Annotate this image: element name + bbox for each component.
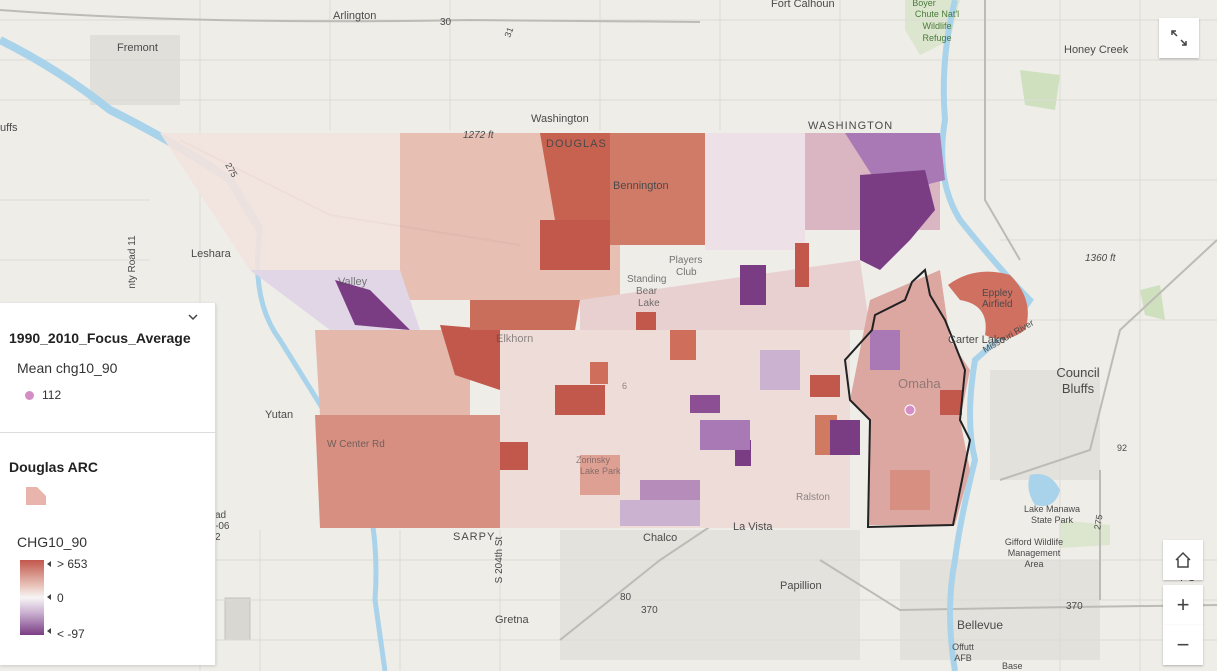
- label-route-30: 30: [440, 17, 452, 28]
- expand-button[interactable]: [1159, 18, 1199, 58]
- label-manawa-2: State Park: [1031, 515, 1074, 525]
- ramp-tick-mid: [47, 594, 51, 600]
- zoom-out-label: −: [1176, 632, 1190, 657]
- label-bennington: Bennington: [613, 180, 669, 192]
- legend-layer1-field: Mean chg10_90: [17, 360, 118, 376]
- label-leshara: Leshara: [191, 248, 232, 260]
- label-manawa-1: Lake Manawa: [1024, 504, 1080, 514]
- label-zorinsky-2: Lake Park: [580, 466, 621, 476]
- home-icon: [1175, 551, 1191, 568]
- label-players-1: Players: [669, 255, 702, 266]
- label-council-1: Council: [1056, 365, 1099, 380]
- label-omaha: Omaha: [898, 376, 941, 391]
- label-honey-creek: Honey Creek: [1064, 44, 1129, 56]
- label-gifford-1: Gifford Wildlife: [1005, 537, 1063, 547]
- label-w-center-rd: W Center Rd: [327, 439, 385, 450]
- point-symbol-icon: [25, 391, 34, 400]
- label-elev-1272: 1272 ft: [463, 130, 495, 141]
- label-gifford-2: Management: [1008, 548, 1061, 558]
- label-route-80: 80: [620, 592, 632, 603]
- legend-divider: [0, 432, 215, 433]
- label-standing-1: Standing: [627, 274, 666, 285]
- chevron-down-icon[interactable]: [187, 311, 201, 325]
- home-button[interactable]: [1163, 540, 1203, 580]
- label-route-6: 6: [622, 381, 627, 391]
- label-sarpy: SARPY: [453, 531, 495, 543]
- legend-panel: 1990_2010_Focus_Average Mean chg10_90 11…: [0, 303, 216, 665]
- label-route-370b: 370: [1066, 601, 1083, 612]
- legend-layer2-title: Douglas ARC: [9, 459, 98, 475]
- label-route-370a: 370: [641, 605, 658, 616]
- label-fort-calhoun: Fort Calhoun: [771, 0, 835, 10]
- label-ad-2: -06: [215, 521, 230, 532]
- label-eppley-2: Airfield: [982, 299, 1013, 310]
- color-ramp: [20, 560, 44, 635]
- ramp-label-high: > 653: [57, 557, 88, 571]
- label-council-2: Bluffs: [1062, 381, 1095, 396]
- label-valley: Valley: [338, 276, 368, 288]
- label-gretna: Gretna: [495, 614, 530, 626]
- ramp-tick-low: [47, 628, 51, 634]
- label-route-275b: 275: [1092, 514, 1104, 531]
- label-eppley-1: Eppley: [982, 288, 1013, 299]
- label-washington-county: WASHINGTON: [808, 120, 893, 132]
- label-zorinsky-1: Zorinsky: [576, 455, 611, 465]
- label-elev-1360: 1360 ft: [1085, 253, 1117, 264]
- label-papillion: Papillion: [780, 580, 822, 592]
- zoom-in-label: +: [1176, 592, 1190, 617]
- label-ralston: Ralston: [796, 492, 830, 503]
- zoom-out-button[interactable]: −: [1163, 625, 1203, 665]
- label-standing-2: Bear: [636, 286, 658, 297]
- label-elkhorn: Elkhorn: [496, 333, 533, 345]
- label-route-31: 31: [502, 26, 515, 39]
- polygon-swatch-icon: [26, 487, 46, 505]
- label-boyer-4: Refuge: [922, 33, 951, 43]
- label-fremont: Fremont: [117, 42, 158, 54]
- legend-layer1-title: 1990_2010_Focus_Average: [9, 330, 191, 346]
- label-standing-3: Lake: [638, 298, 660, 309]
- label-ad-3: 2: [215, 532, 221, 543]
- ramp-tick-high: [47, 561, 51, 567]
- label-la-vista: La Vista: [733, 521, 773, 533]
- label-douglas-county: DOUGLAS: [546, 138, 607, 150]
- label-boyer-3: Wildlife: [922, 21, 951, 31]
- label-base: Base: [1002, 661, 1023, 671]
- label-carter-lake: Carter Lake: [948, 334, 1005, 346]
- label-s204th: S 204th St: [494, 536, 505, 583]
- label-offutt-2: AFB: [954, 653, 972, 663]
- label-boyer-2: Chute Nat'l: [915, 9, 959, 19]
- label-chalco: Chalco: [643, 532, 677, 544]
- label-route-92: 92: [1117, 443, 1127, 453]
- ramp-label-low: < -97: [57, 627, 85, 641]
- legend-layer1-value: 112: [42, 388, 62, 402]
- label-washington-town: Washington: [531, 113, 589, 125]
- label-boyer-1: Boyer: [912, 0, 936, 8]
- zoom-in-button[interactable]: +: [1163, 585, 1203, 625]
- label-offutt-1: Offutt: [952, 642, 974, 652]
- label-county-road: nty Road 11: [127, 235, 138, 289]
- label-players-2: Club: [676, 267, 697, 278]
- legend-layer3-title: CHG10_90: [17, 534, 88, 550]
- expand-icon: [1171, 30, 1187, 46]
- label-uffs: uffs: [0, 122, 18, 134]
- label-yutan: Yutan: [265, 409, 293, 421]
- label-gifford-3: Area: [1024, 559, 1043, 569]
- ramp-label-mid: 0: [57, 591, 64, 605]
- label-bellevue: Bellevue: [957, 618, 1003, 632]
- label-ad-1: ad: [215, 510, 226, 521]
- label-arlington: Arlington: [333, 10, 376, 22]
